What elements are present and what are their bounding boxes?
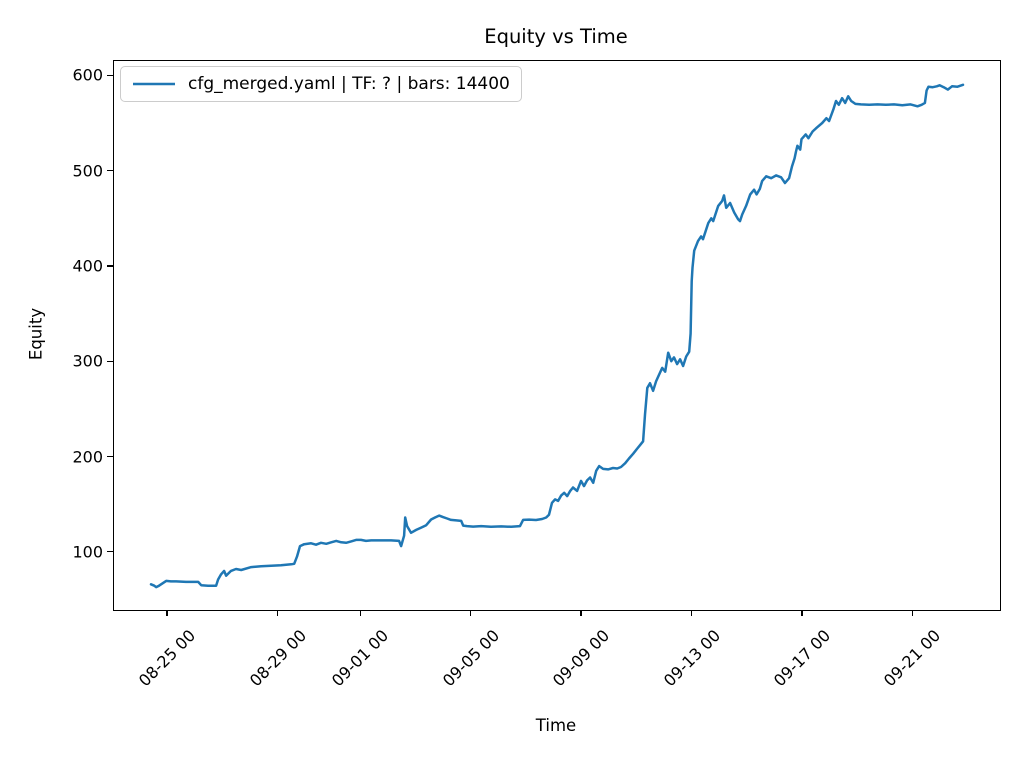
x-tick-mark bbox=[580, 610, 582, 616]
legend-line-sample-icon bbox=[133, 82, 175, 86]
x-tick-mark bbox=[470, 610, 472, 616]
x-tick-label: 09-13 00 bbox=[659, 625, 724, 691]
x-tick-label: 09-01 00 bbox=[328, 625, 393, 691]
x-tick-mark bbox=[801, 610, 803, 616]
legend: cfg_merged.yaml | TF: ? | bars: 14400 bbox=[120, 66, 522, 102]
y-tick-mark bbox=[107, 551, 113, 553]
y-tick-label: 500 bbox=[72, 161, 103, 181]
equity-line-chart bbox=[149, 83, 965, 589]
equity-series-line bbox=[149, 83, 965, 589]
y-axis-label: Equity bbox=[26, 307, 46, 361]
x-tick-mark bbox=[276, 610, 279, 616]
plot-area: cfg_merged.yaml | TF: ? | bars: 14400 bbox=[113, 60, 1001, 611]
y-tick-mark bbox=[107, 74, 113, 76]
y-tick-mark bbox=[107, 265, 113, 267]
x-tick-label: 09-21 00 bbox=[880, 625, 945, 691]
legend-label: cfg_merged.yaml | TF: ? | bars: 14400 bbox=[188, 74, 510, 94]
x-tick-label: 09-17 00 bbox=[769, 625, 835, 691]
y-tick-label: 400 bbox=[72, 256, 103, 276]
x-axis-label: Time bbox=[535, 716, 577, 735]
x-tick-label: 08-29 00 bbox=[245, 625, 310, 691]
y-tick-label: 300 bbox=[72, 351, 103, 371]
x-tick-mark bbox=[359, 610, 361, 616]
y-tick-mark bbox=[107, 169, 113, 172]
x-tick-mark bbox=[166, 610, 168, 616]
y-tick-mark bbox=[107, 360, 113, 362]
x-tick-label: 09-05 00 bbox=[438, 625, 503, 691]
x-tick-mark bbox=[690, 610, 693, 616]
x-tick-label: 09-09 00 bbox=[548, 625, 614, 691]
x-tick-mark bbox=[911, 610, 913, 616]
y-tick-label: 200 bbox=[72, 447, 103, 466]
x-tick-label: 08-25 00 bbox=[134, 625, 200, 691]
y-tick-label: 100 bbox=[72, 542, 103, 562]
chart-title: Equity vs Time bbox=[484, 25, 628, 48]
y-tick-label: 600 bbox=[72, 65, 103, 85]
y-tick-mark bbox=[107, 455, 113, 458]
